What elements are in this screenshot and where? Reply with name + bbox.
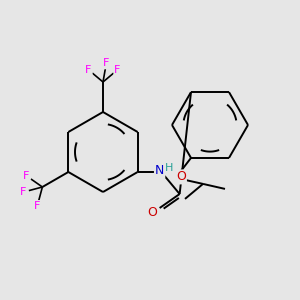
Text: F: F [34,201,41,211]
Text: F: F [103,58,110,68]
Text: O: O [148,206,158,220]
Text: F: F [23,171,29,181]
Text: N: N [155,164,164,178]
Text: H: H [164,163,173,173]
Text: O: O [176,170,186,183]
Text: F: F [114,65,121,75]
Text: F: F [20,187,27,197]
Text: F: F [85,65,92,75]
